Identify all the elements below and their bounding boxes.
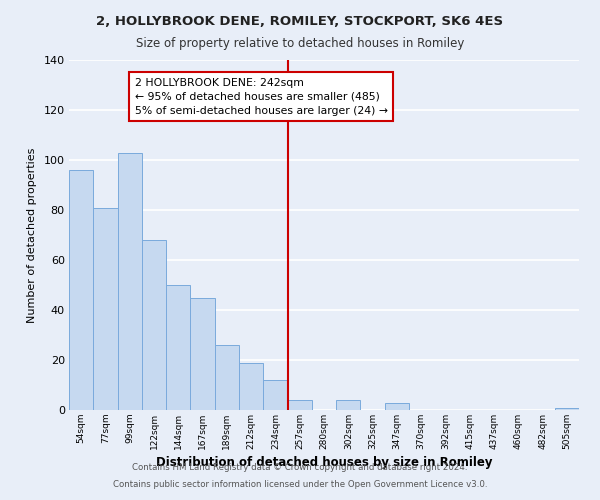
- Y-axis label: Number of detached properties: Number of detached properties: [27, 148, 37, 322]
- X-axis label: Distribution of detached houses by size in Romiley: Distribution of detached houses by size …: [156, 456, 492, 469]
- Bar: [263, 380, 287, 410]
- Bar: [93, 208, 118, 410]
- Bar: [166, 285, 190, 410]
- Bar: [69, 170, 93, 410]
- Bar: [239, 362, 263, 410]
- Bar: [142, 240, 166, 410]
- Bar: [555, 408, 579, 410]
- Bar: [190, 298, 215, 410]
- Bar: [336, 400, 361, 410]
- Bar: [118, 152, 142, 410]
- Text: Contains public sector information licensed under the Open Government Licence v3: Contains public sector information licen…: [113, 480, 487, 489]
- Bar: [215, 345, 239, 410]
- Text: 2, HOLLYBROOK DENE, ROMILEY, STOCKPORT, SK6 4ES: 2, HOLLYBROOK DENE, ROMILEY, STOCKPORT, …: [97, 15, 503, 28]
- Bar: [287, 400, 312, 410]
- Text: Contains HM Land Registry data © Crown copyright and database right 2024.: Contains HM Land Registry data © Crown c…: [132, 464, 468, 472]
- Text: Size of property relative to detached houses in Romiley: Size of property relative to detached ho…: [136, 38, 464, 51]
- Bar: [385, 402, 409, 410]
- Text: 2 HOLLYBROOK DENE: 242sqm
← 95% of detached houses are smaller (485)
5% of semi-: 2 HOLLYBROOK DENE: 242sqm ← 95% of detac…: [134, 78, 388, 116]
